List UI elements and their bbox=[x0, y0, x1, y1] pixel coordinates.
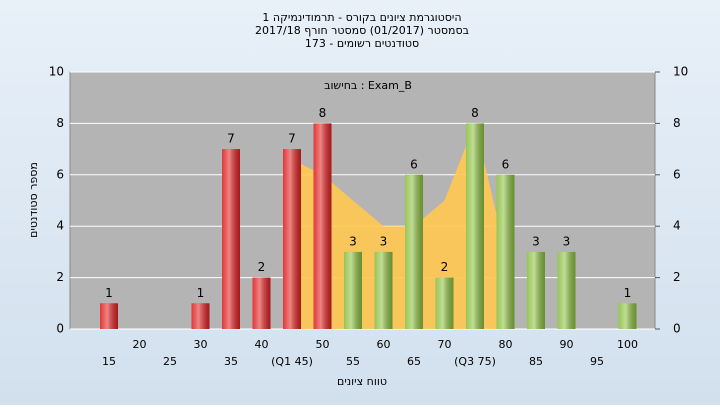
y2-tick-label: 0 bbox=[673, 322, 681, 336]
x-tick-label: 25 bbox=[163, 355, 177, 368]
y2-tick-label: 8 bbox=[673, 116, 681, 130]
value-label: 1 bbox=[105, 286, 113, 300]
bar-shade bbox=[618, 303, 637, 329]
y-tick-label: 0 bbox=[56, 322, 64, 336]
x-tick-label: 40 bbox=[255, 338, 269, 351]
bar-shade bbox=[100, 303, 118, 329]
bar-shade bbox=[252, 277, 271, 329]
value-label: 6 bbox=[410, 157, 418, 171]
x-tick-label: 95 bbox=[590, 355, 604, 368]
title-line: היסטוגרמת ציונים בקורס - תרמודינמיקה 1 bbox=[262, 11, 461, 24]
value-label: 6 bbox=[502, 157, 510, 171]
x-tick-label: 55 bbox=[346, 355, 360, 368]
y-tick-label: 4 bbox=[56, 219, 64, 233]
value-label: 3 bbox=[380, 234, 388, 248]
bar-shade bbox=[344, 251, 362, 329]
bar-shade bbox=[374, 251, 393, 329]
bar-shade bbox=[191, 303, 210, 329]
y-tick-label: 2 bbox=[56, 270, 64, 284]
value-label: 1 bbox=[624, 286, 632, 300]
title-line: סטודנטים רשומים - 173 bbox=[305, 37, 419, 50]
value-label: 3 bbox=[349, 234, 357, 248]
value-label: 7 bbox=[288, 132, 296, 146]
x-tick-label: 50 bbox=[316, 338, 330, 351]
x-axis-label: טווח ציונים bbox=[337, 375, 387, 388]
x-tick-label: 15 bbox=[102, 355, 116, 368]
x-tick-label: 30 bbox=[194, 338, 208, 351]
bar-shade bbox=[557, 251, 576, 329]
value-label: 2 bbox=[258, 260, 266, 274]
x-tick-label: 100 bbox=[617, 338, 638, 351]
value-label: 8 bbox=[319, 106, 327, 120]
bar-shade bbox=[496, 174, 515, 329]
value-label: 8 bbox=[471, 106, 479, 120]
x-tick-label: 80 bbox=[499, 338, 513, 351]
y2-tick-label: 10 bbox=[673, 65, 688, 79]
x-tick-label: (Q3 75) bbox=[454, 355, 496, 368]
y-axis-label: מספר סטודנטים bbox=[27, 162, 40, 238]
x-tick-label: 90 bbox=[560, 338, 574, 351]
bar-shade bbox=[435, 277, 454, 329]
y-tick-label: 8 bbox=[56, 116, 64, 130]
bar-shade bbox=[527, 251, 545, 329]
value-label: 3 bbox=[532, 234, 540, 248]
x-tick-label: 60 bbox=[377, 338, 391, 351]
value-label: 3 bbox=[563, 234, 571, 248]
bar-shade bbox=[313, 123, 332, 330]
y-tick-label: 6 bbox=[56, 167, 64, 181]
x-tick-label: 85 bbox=[529, 355, 543, 368]
x-tick-label: 65 bbox=[407, 355, 421, 368]
title-line: בסמסטר (01/2017) סמסטר חורף 2017/18 bbox=[255, 24, 469, 37]
bar-shade bbox=[405, 174, 423, 329]
y2-tick-label: 4 bbox=[673, 219, 681, 233]
x-tick-label: 35 bbox=[224, 355, 238, 368]
value-label: 7 bbox=[227, 132, 235, 146]
x-tick-label: (Q1 45) bbox=[271, 355, 313, 368]
y-tick-label: 10 bbox=[49, 65, 64, 79]
bar-shade bbox=[222, 149, 240, 329]
value-label: 1 bbox=[197, 286, 205, 300]
value-label: 2 bbox=[441, 260, 449, 274]
x-tick-label: 20 bbox=[133, 338, 147, 351]
x-tick-label: 70 bbox=[438, 338, 452, 351]
annotation: בחישוב : Exam_B bbox=[324, 79, 412, 92]
bar-shade bbox=[466, 123, 484, 330]
y2-tick-label: 6 bbox=[673, 167, 681, 181]
y2-tick-label: 2 bbox=[673, 270, 681, 284]
bar-shade bbox=[283, 149, 301, 329]
